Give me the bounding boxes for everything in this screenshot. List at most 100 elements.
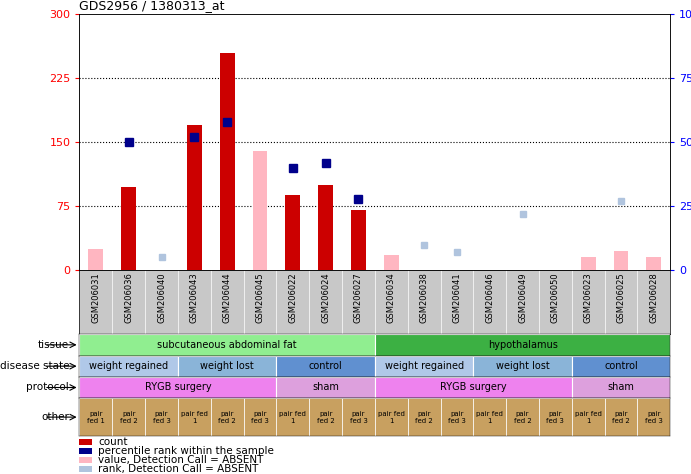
- Text: weight lost: weight lost: [200, 361, 254, 371]
- Bar: [187, 125, 202, 270]
- Bar: [571, 377, 670, 398]
- Bar: [375, 334, 670, 356]
- Text: GSM206038: GSM206038: [419, 272, 428, 323]
- Text: GSM206028: GSM206028: [650, 272, 659, 323]
- Text: pair
fed 3: pair fed 3: [547, 410, 565, 424]
- Bar: [211, 398, 243, 436]
- Bar: [79, 439, 93, 445]
- Text: pair fed
1: pair fed 1: [279, 410, 306, 424]
- Text: GSM206036: GSM206036: [124, 272, 133, 323]
- Text: GSM206040: GSM206040: [157, 272, 166, 323]
- Text: weight regained: weight regained: [384, 361, 464, 371]
- Bar: [285, 195, 300, 270]
- Text: RYGB surgery: RYGB surgery: [144, 383, 211, 392]
- Text: pair fed
1: pair fed 1: [476, 410, 503, 424]
- Bar: [408, 398, 440, 436]
- Bar: [637, 398, 670, 436]
- Text: GSM206049: GSM206049: [518, 272, 527, 323]
- Text: GSM206031: GSM206031: [91, 272, 100, 323]
- Bar: [243, 398, 276, 436]
- Bar: [79, 466, 93, 472]
- Text: pair
fed 2: pair fed 2: [218, 410, 236, 424]
- Bar: [647, 257, 661, 270]
- Text: pair
fed 2: pair fed 2: [612, 410, 630, 424]
- Bar: [145, 398, 178, 436]
- Bar: [473, 398, 506, 436]
- Bar: [79, 448, 93, 454]
- Text: pair
fed 3: pair fed 3: [350, 410, 368, 424]
- Text: percentile rank within the sample: percentile rank within the sample: [98, 446, 274, 456]
- Text: rank, Detection Call = ABSENT: rank, Detection Call = ABSENT: [98, 465, 258, 474]
- Text: pair
fed 2: pair fed 2: [120, 410, 138, 424]
- Bar: [375, 377, 571, 398]
- Text: GSM206045: GSM206045: [256, 272, 265, 323]
- Bar: [276, 398, 309, 436]
- Bar: [571, 356, 670, 377]
- Text: GSM206027: GSM206027: [354, 272, 363, 323]
- Bar: [112, 398, 145, 436]
- Text: count: count: [98, 437, 128, 447]
- Text: weight regained: weight regained: [89, 361, 169, 371]
- Bar: [220, 53, 234, 270]
- Bar: [122, 187, 136, 270]
- Text: RYGB surgery: RYGB surgery: [440, 383, 507, 392]
- Bar: [79, 334, 375, 356]
- Bar: [79, 457, 93, 463]
- Text: pair
fed 2: pair fed 2: [316, 410, 334, 424]
- Bar: [440, 398, 473, 436]
- Bar: [375, 398, 408, 436]
- Text: hypothalamus: hypothalamus: [488, 340, 558, 350]
- Text: GSM206024: GSM206024: [321, 272, 330, 323]
- Bar: [614, 251, 628, 270]
- Text: GSM206044: GSM206044: [223, 272, 231, 323]
- Text: pair
fed 2: pair fed 2: [415, 410, 433, 424]
- Bar: [605, 398, 637, 436]
- Text: GSM206041: GSM206041: [453, 272, 462, 323]
- Text: weight lost: weight lost: [495, 361, 549, 371]
- Text: subcutaneous abdominal fat: subcutaneous abdominal fat: [158, 340, 297, 350]
- Text: pair
fed 2: pair fed 2: [513, 410, 531, 424]
- Text: pair
fed 1: pair fed 1: [87, 410, 105, 424]
- Text: GSM206050: GSM206050: [551, 272, 560, 323]
- Bar: [571, 398, 605, 436]
- Text: pair
fed 3: pair fed 3: [448, 410, 466, 424]
- Text: GDS2956 / 1380313_at: GDS2956 / 1380313_at: [79, 0, 225, 12]
- Bar: [178, 398, 211, 436]
- Bar: [351, 210, 366, 270]
- Text: tissue: tissue: [38, 340, 69, 350]
- Text: GSM206022: GSM206022: [288, 272, 297, 323]
- Bar: [539, 398, 571, 436]
- Bar: [178, 356, 276, 377]
- Text: GSM206046: GSM206046: [485, 272, 494, 323]
- Bar: [253, 151, 267, 270]
- Bar: [581, 257, 596, 270]
- Text: GSM206034: GSM206034: [387, 272, 396, 323]
- Bar: [276, 356, 375, 377]
- Text: pair fed
1: pair fed 1: [575, 410, 602, 424]
- Bar: [276, 377, 375, 398]
- Bar: [384, 255, 399, 270]
- Text: GSM206025: GSM206025: [616, 272, 625, 323]
- Bar: [88, 249, 103, 270]
- Bar: [319, 185, 333, 270]
- Bar: [342, 398, 375, 436]
- Bar: [473, 356, 571, 377]
- Text: protocol: protocol: [26, 383, 69, 392]
- Text: control: control: [309, 361, 343, 371]
- Text: pair
fed 3: pair fed 3: [251, 410, 269, 424]
- Bar: [79, 398, 112, 436]
- Text: pair fed
1: pair fed 1: [378, 410, 405, 424]
- Text: GSM206023: GSM206023: [584, 272, 593, 323]
- Bar: [506, 398, 539, 436]
- Text: value, Detection Call = ABSENT: value, Detection Call = ABSENT: [98, 455, 264, 465]
- Text: pair
fed 3: pair fed 3: [153, 410, 171, 424]
- Text: pair fed
1: pair fed 1: [181, 410, 208, 424]
- Text: pair
fed 3: pair fed 3: [645, 410, 663, 424]
- Bar: [375, 356, 473, 377]
- Text: sham: sham: [312, 383, 339, 392]
- Bar: [79, 377, 276, 398]
- Text: disease state: disease state: [0, 361, 69, 371]
- Text: other: other: [41, 412, 69, 422]
- Text: GSM206043: GSM206043: [190, 272, 199, 323]
- Text: sham: sham: [607, 383, 634, 392]
